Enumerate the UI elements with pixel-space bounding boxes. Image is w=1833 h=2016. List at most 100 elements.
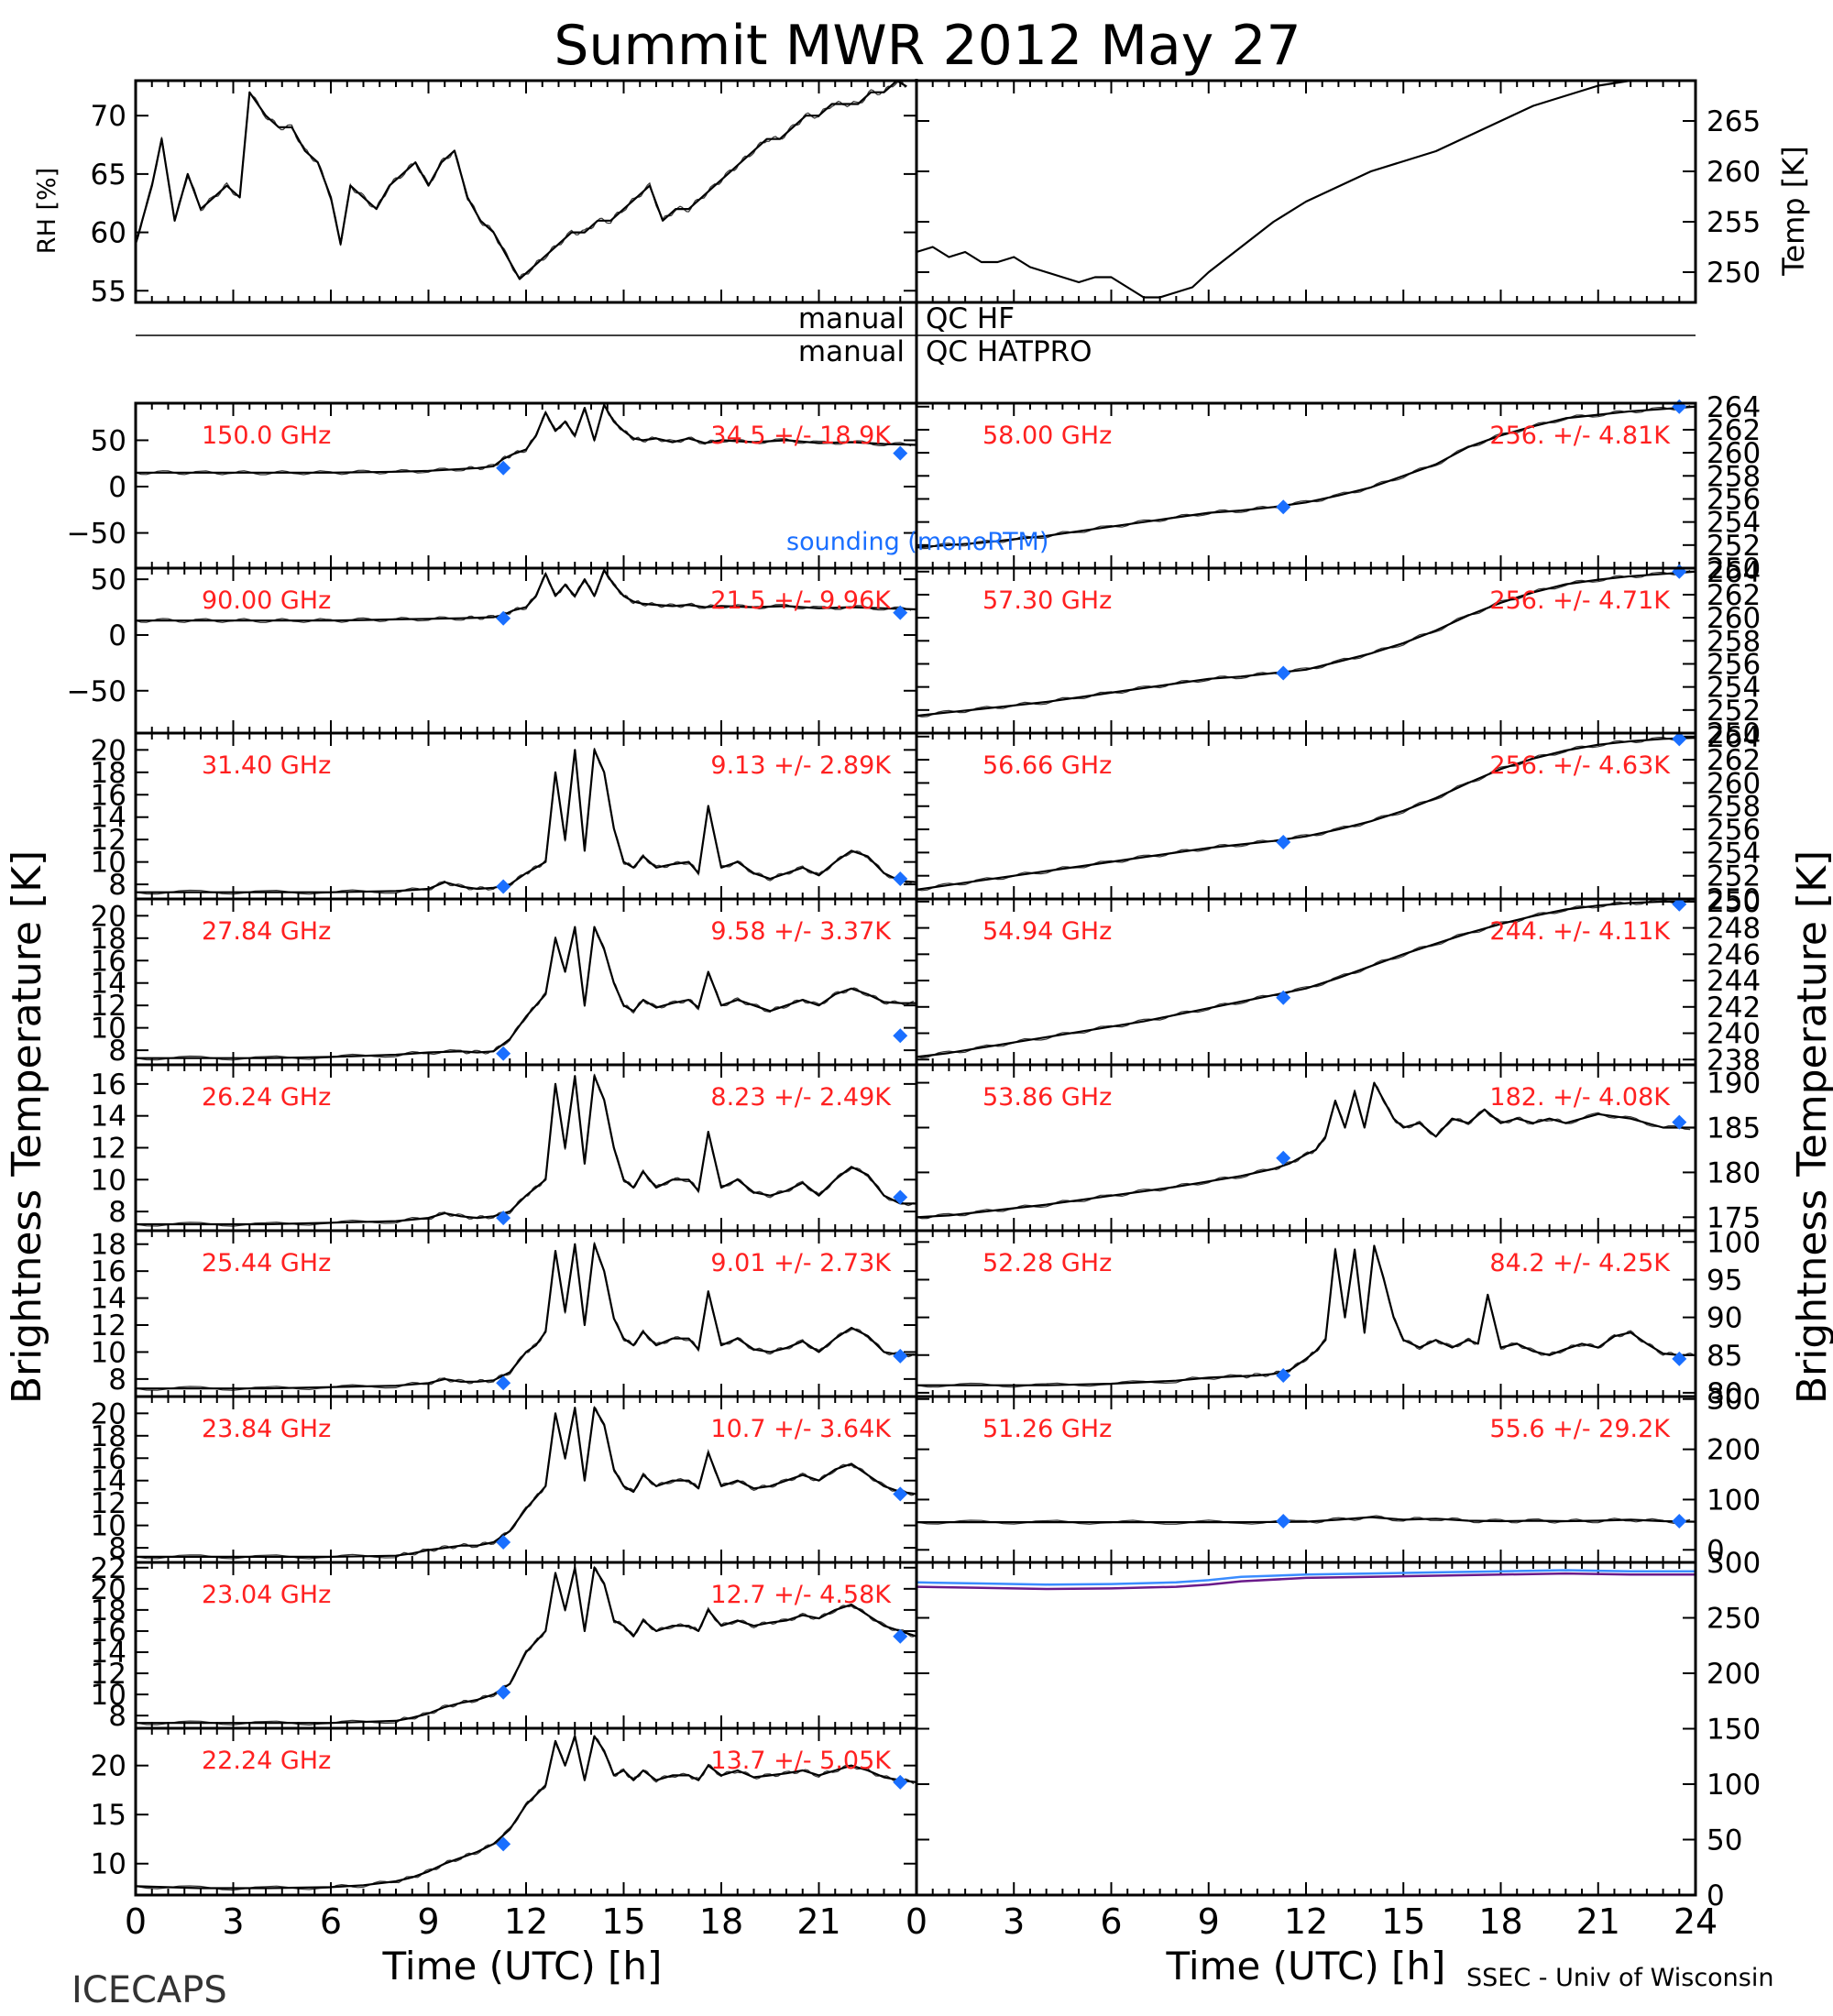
frequency-label: 54.94 GHz: [982, 917, 1112, 946]
y-tick-label: 60: [91, 217, 126, 250]
series-line: [916, 1569, 1696, 1586]
y-tick-label: 260: [1707, 767, 1761, 800]
y-tick-label: 175: [1707, 1201, 1761, 1234]
sounding-marker: [496, 460, 511, 476]
y-tick-label: 260: [1707, 602, 1761, 635]
y-tick-label: 185: [1707, 1112, 1761, 1145]
frequency-label: 26.24 GHz: [202, 1083, 331, 1112]
sounding-marker: [496, 1534, 511, 1550]
y-tick-label: 14: [91, 1465, 126, 1498]
stats-label: 12.7 +/- 4.58K: [710, 1581, 892, 1609]
y-tick-label: 10: [91, 1336, 126, 1369]
qc-hatpro-right: QC HATPRO: [926, 335, 1092, 368]
series-noise: [916, 1515, 1691, 1525]
y-tick-label: 12: [91, 1487, 126, 1520]
sounding-marker: [1672, 1114, 1687, 1130]
y-tick-label: 12: [91, 1658, 126, 1691]
y-tick-label: 254: [1707, 837, 1761, 870]
y-tick-label: 18: [91, 1594, 126, 1627]
x-tick-label: 12: [504, 1901, 548, 1942]
y-tick-label: 255: [1707, 206, 1761, 239]
stats-label: 9.13 +/- 2.89K: [710, 751, 892, 780]
series-noise: [135, 1406, 915, 1560]
series-noise: [135, 1732, 915, 1891]
series-noise: [135, 567, 912, 623]
y-tick-label: −50: [67, 675, 126, 708]
sounding-marker: [1276, 499, 1291, 515]
series-noise: [135, 1565, 915, 1726]
sounding-marker: [1276, 1150, 1291, 1166]
y-tick-label: 15: [91, 1799, 126, 1832]
y-tick-label: 8: [108, 1035, 126, 1068]
y-tick-label: −50: [67, 518, 126, 551]
y-tick-label: 65: [91, 159, 126, 192]
sounding-marker: [1672, 1514, 1687, 1529]
series-noise: [135, 926, 915, 1061]
y-tick-label: 55: [91, 275, 126, 308]
sounding-marker: [1276, 1367, 1291, 1383]
figure-title: Summit MWR 2012 May 27: [554, 14, 1301, 78]
y-tick-label: 14: [91, 1637, 126, 1670]
x-tick-label: 21: [1576, 1901, 1620, 1942]
xlabel-right: Time (UTC) [h]: [1166, 1944, 1446, 1989]
sounding-marker: [496, 1211, 511, 1226]
stats-label: 9.01 +/- 2.73K: [710, 1249, 892, 1277]
series-noise: [135, 747, 915, 895]
panel-bb: 0 50 100 150 200 250 300: [915, 1547, 1761, 1912]
x-tick-label: 12: [1284, 1901, 1328, 1942]
x-tick-label: 18: [699, 1901, 743, 1942]
y-tick-label: 18: [91, 923, 126, 956]
frequency-label: 27.84 GHz: [202, 917, 331, 946]
stats-label: 10.7 +/- 3.64K: [710, 1415, 892, 1443]
ylabel-temp: Temp [K]: [1776, 146, 1811, 276]
sounding-marker: [1672, 731, 1687, 747]
y-tick-label: 258: [1707, 625, 1761, 658]
y-tick-label: 254: [1707, 507, 1761, 540]
y-tick-label: 85: [1707, 1340, 1742, 1373]
x-tick-label: 3: [1003, 1901, 1025, 1942]
x-tick-label: 0: [125, 1901, 147, 1942]
series-noise: [916, 1244, 1694, 1388]
y-tick-label: 22: [91, 1552, 126, 1585]
sounding-marker: [1276, 834, 1291, 849]
sounding-marker: [496, 879, 511, 894]
y-tick-label: 50: [91, 564, 126, 597]
y-tick-label: 250: [1707, 257, 1761, 290]
xlabel-left: Time (UTC) [h]: [382, 1944, 663, 1989]
y-tick-label: 16: [91, 1068, 126, 1101]
stats-label: 55.6 +/- 29.2K: [1489, 1415, 1671, 1443]
y-tick-label: 248: [1707, 913, 1761, 946]
frequency-label: 31.40 GHz: [202, 751, 331, 780]
series-noise: [135, 401, 912, 476]
y-tick-label: 50: [1707, 1824, 1742, 1857]
series-line: [916, 79, 1696, 299]
sounding-marker: [893, 1774, 908, 1790]
series-noise: [916, 570, 1691, 718]
y-tick-label: 258: [1707, 460, 1761, 493]
stats-label: 182. +/- 4.08K: [1489, 1083, 1671, 1112]
y-tick-label: 264: [1707, 556, 1761, 589]
y-tick-label: 0: [108, 619, 126, 652]
sounding-marker: [893, 1189, 908, 1205]
y-tick-label: 250: [1707, 886, 1761, 919]
series-line: [916, 570, 1696, 718]
series-noise: [135, 1242, 915, 1391]
series-line: [916, 900, 1696, 1058]
y-tick-label: 90: [1707, 1302, 1742, 1335]
y-tick-label: 250: [1707, 718, 1761, 751]
y-tick-label: 14: [91, 802, 126, 835]
stats-label: 9.58 +/- 3.37K: [710, 917, 892, 946]
x-tick-label: 9: [1198, 1901, 1220, 1942]
x-tick-label: 21: [796, 1901, 840, 1942]
sounding-marker: [1276, 1514, 1291, 1529]
y-tick-label: 262: [1707, 579, 1761, 612]
